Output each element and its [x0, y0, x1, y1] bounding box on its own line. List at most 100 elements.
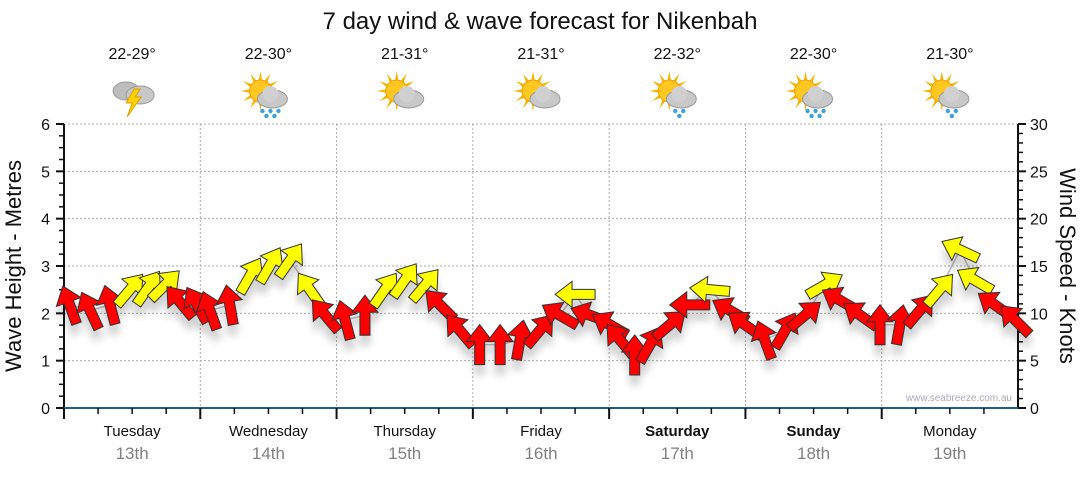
- sun-ray: [523, 99, 529, 109]
- cloud-puff: [535, 86, 551, 102]
- wind-arrow: [1000, 305, 1034, 339]
- sun-ray: [677, 81, 687, 87]
- wind-arrow: [486, 323, 515, 366]
- temperature-range: 21-30°: [926, 46, 973, 63]
- sun-ray: [269, 81, 278, 87]
- cloud-puff: [671, 86, 688, 102]
- sun-cloud-icon: [376, 71, 425, 111]
- sun-ray: [788, 95, 797, 101]
- sun-ray: [673, 73, 680, 83]
- sun-ray: [795, 99, 802, 109]
- y-tick-label-right: 20: [1030, 212, 1048, 229]
- y-tick-label-left: 3: [41, 259, 50, 276]
- thunderstorm-icon: [112, 81, 155, 118]
- rain-drop: [949, 113, 955, 119]
- cloud-puff: [943, 86, 960, 102]
- sun-ray: [931, 73, 938, 83]
- date-label: 16th: [524, 444, 557, 463]
- sun-ray: [541, 81, 551, 87]
- sun-ray: [803, 71, 808, 81]
- wind-arrow: [215, 284, 244, 326]
- y-tick-label-left: 5: [41, 164, 50, 181]
- sun-ray: [250, 73, 257, 83]
- wind-arrow: [541, 301, 581, 331]
- rain-drop: [953, 108, 959, 114]
- rain-drop: [945, 108, 951, 114]
- weather-forecast-row: 22-29° 22-30° 21-31° 21-31° 22-32° 22-30° 21-3…: [108, 46, 974, 119]
- sun-ray: [651, 95, 661, 101]
- rain-drop: [272, 113, 277, 119]
- wind-arrow: [865, 303, 895, 346]
- sun-ray: [386, 99, 393, 109]
- date-label: 18th: [797, 444, 830, 463]
- date-label: 19th: [933, 444, 966, 463]
- rain-drop: [813, 108, 818, 114]
- sun-ray: [515, 81, 525, 87]
- sun-cloud-shower-icon: [921, 71, 970, 119]
- sun-ray: [921, 89, 931, 93]
- wind-arrow: [273, 243, 303, 281]
- rain-drop: [817, 113, 822, 119]
- cloud-puff: [398, 86, 415, 102]
- sun-ray: [395, 71, 399, 81]
- sun-cloud-rain-icon: [240, 71, 288, 119]
- sun-ray: [659, 73, 666, 83]
- y-tick-label-right: 25: [1030, 164, 1048, 181]
- wind-arrow: [407, 268, 439, 305]
- sun-ray: [940, 71, 944, 81]
- temperature-range: 21-31°: [517, 46, 564, 63]
- sun-ray: [523, 73, 529, 83]
- sun-ray: [243, 81, 252, 87]
- rain-drop: [264, 113, 269, 119]
- day-label: Wednesday: [229, 423, 308, 440]
- sun-ray: [379, 81, 389, 87]
- rain-drop: [681, 108, 686, 114]
- day-label: Sunday: [786, 423, 841, 440]
- grid: [64, 123, 1018, 408]
- sun-ray: [513, 89, 523, 93]
- sun-ray: [788, 81, 797, 87]
- rain-drop: [673, 108, 678, 114]
- sun-ray: [785, 89, 795, 93]
- temperature-range: 21-31°: [381, 46, 428, 63]
- wind-arrow: [785, 301, 822, 333]
- sun-ray: [386, 73, 393, 83]
- sun-ray: [945, 73, 952, 83]
- rain-drop: [677, 113, 682, 119]
- sun-cloud-shower-icon: [649, 71, 697, 119]
- sun-ray: [243, 95, 252, 101]
- sun-ray: [240, 89, 250, 93]
- wind-arrow: [522, 314, 554, 350]
- sun-ray: [950, 81, 960, 87]
- rain-drop: [805, 108, 810, 114]
- sun-ray: [659, 99, 666, 109]
- sun-ray: [405, 81, 415, 87]
- y-tick-label-left: 4: [41, 212, 50, 229]
- sun-cloud-rain-icon: [785, 71, 834, 119]
- wind-arrow: [311, 299, 343, 335]
- cloud-puff: [262, 86, 279, 102]
- y-tick-label-left: 0: [41, 401, 50, 418]
- sun-ray: [264, 73, 271, 83]
- sun-ray: [814, 81, 823, 87]
- wind-arrow: [668, 290, 711, 319]
- sun-ray: [258, 71, 263, 81]
- rain-drop: [821, 108, 826, 114]
- sun-ray: [667, 71, 671, 81]
- sun-ray: [250, 99, 257, 109]
- sun-ray: [924, 95, 934, 101]
- sun-ray: [795, 73, 802, 83]
- y-tick-label-right: 15: [1030, 259, 1048, 276]
- sun-ray: [651, 81, 661, 87]
- rain-drop: [809, 113, 814, 119]
- sun-ray: [537, 73, 543, 83]
- rain-drop: [260, 108, 265, 114]
- wind-arrow: [554, 280, 596, 309]
- day-label: Monday: [923, 423, 977, 440]
- axes: 0 1 2 3 4 5 6 0 5 10 15 20 25 30 Tuesday 13th Wednesday 1…: [41, 117, 1048, 463]
- wind-arrow: [941, 236, 981, 264]
- y-tick-label-right: 0: [1030, 401, 1039, 418]
- cloud-puff: [807, 86, 824, 102]
- sun-ray: [649, 89, 659, 93]
- wind-arrow: [688, 275, 731, 304]
